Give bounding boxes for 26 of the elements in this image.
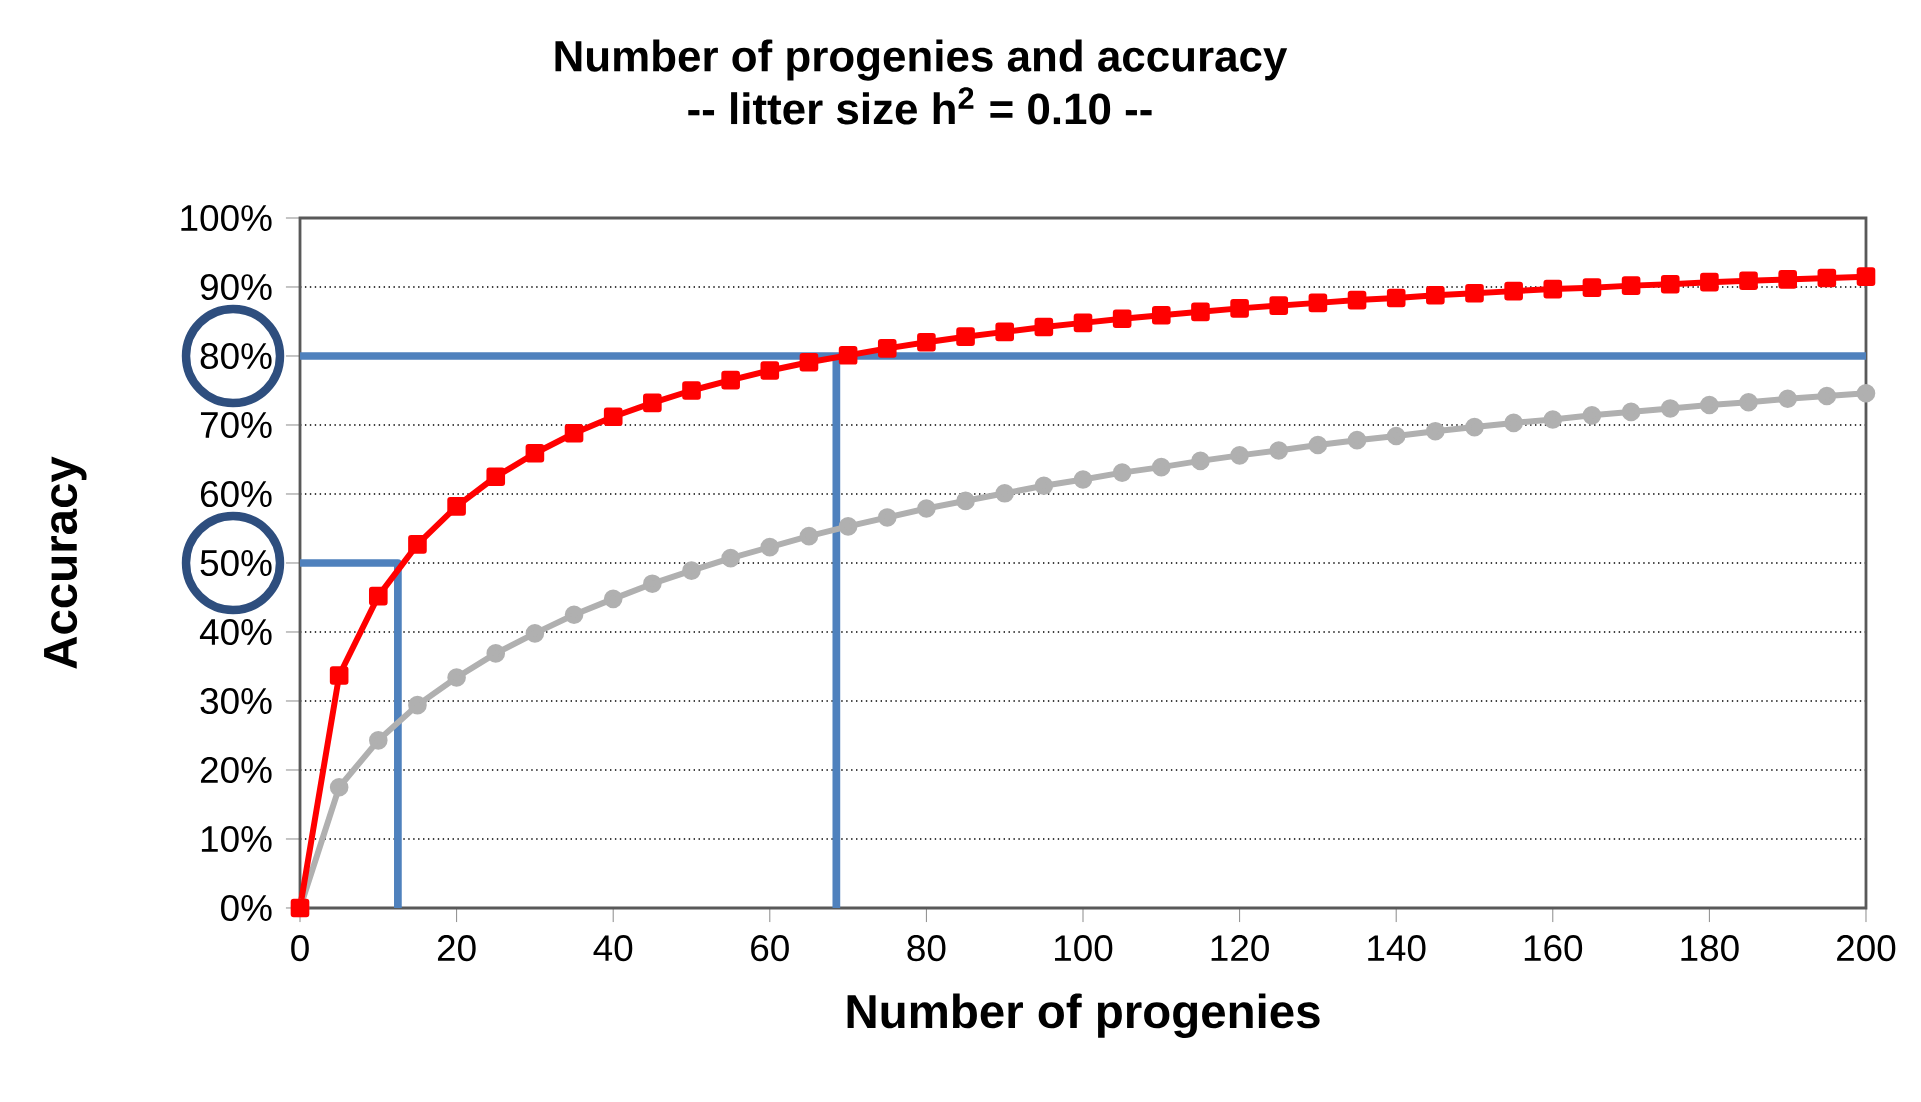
y-tick-label: 0% (221, 894, 272, 922)
y-tick-label: 50% (200, 549, 272, 577)
y-tick-label: 90% (200, 273, 272, 301)
y-tick-label: 40% (199, 618, 272, 646)
chart-title: Number of progenies and accuracy (555, 39, 1288, 81)
x-tick-label: 140 (1368, 935, 1426, 962)
y-axis-title: Accuracy (44, 456, 87, 669)
chart-subtitle: -- litter size h$^{2}$ = 0.10 -- (688, 87, 1152, 125)
y-tick-label: 20% (200, 756, 272, 784)
y-tick-label: 30% (200, 687, 272, 715)
y-tick-label: 100% (181, 204, 272, 232)
x-tick-label: 200 (1837, 935, 1896, 962)
x-tick-label: 120 (1211, 935, 1269, 962)
x-tick-label: 100 (1055, 935, 1113, 962)
y-tick-label: 80% (200, 342, 272, 370)
y-tick-label: 70% (200, 411, 272, 439)
x-tick-label: 160 (1524, 935, 1583, 962)
x-tick-label: 40 (593, 935, 633, 962)
x-tick-label: 0 (291, 935, 309, 962)
x-tick-label: 20 (437, 935, 476, 962)
x-tick-label: 180 (1681, 935, 1739, 962)
y-tick-label: 10% (201, 825, 272, 853)
x-tick-label: 60 (751, 935, 789, 962)
y-tick-label: 60% (200, 480, 272, 508)
x-tick-label: 80 (907, 935, 946, 962)
x-axis-title: Number of progenies (847, 993, 1320, 1038)
